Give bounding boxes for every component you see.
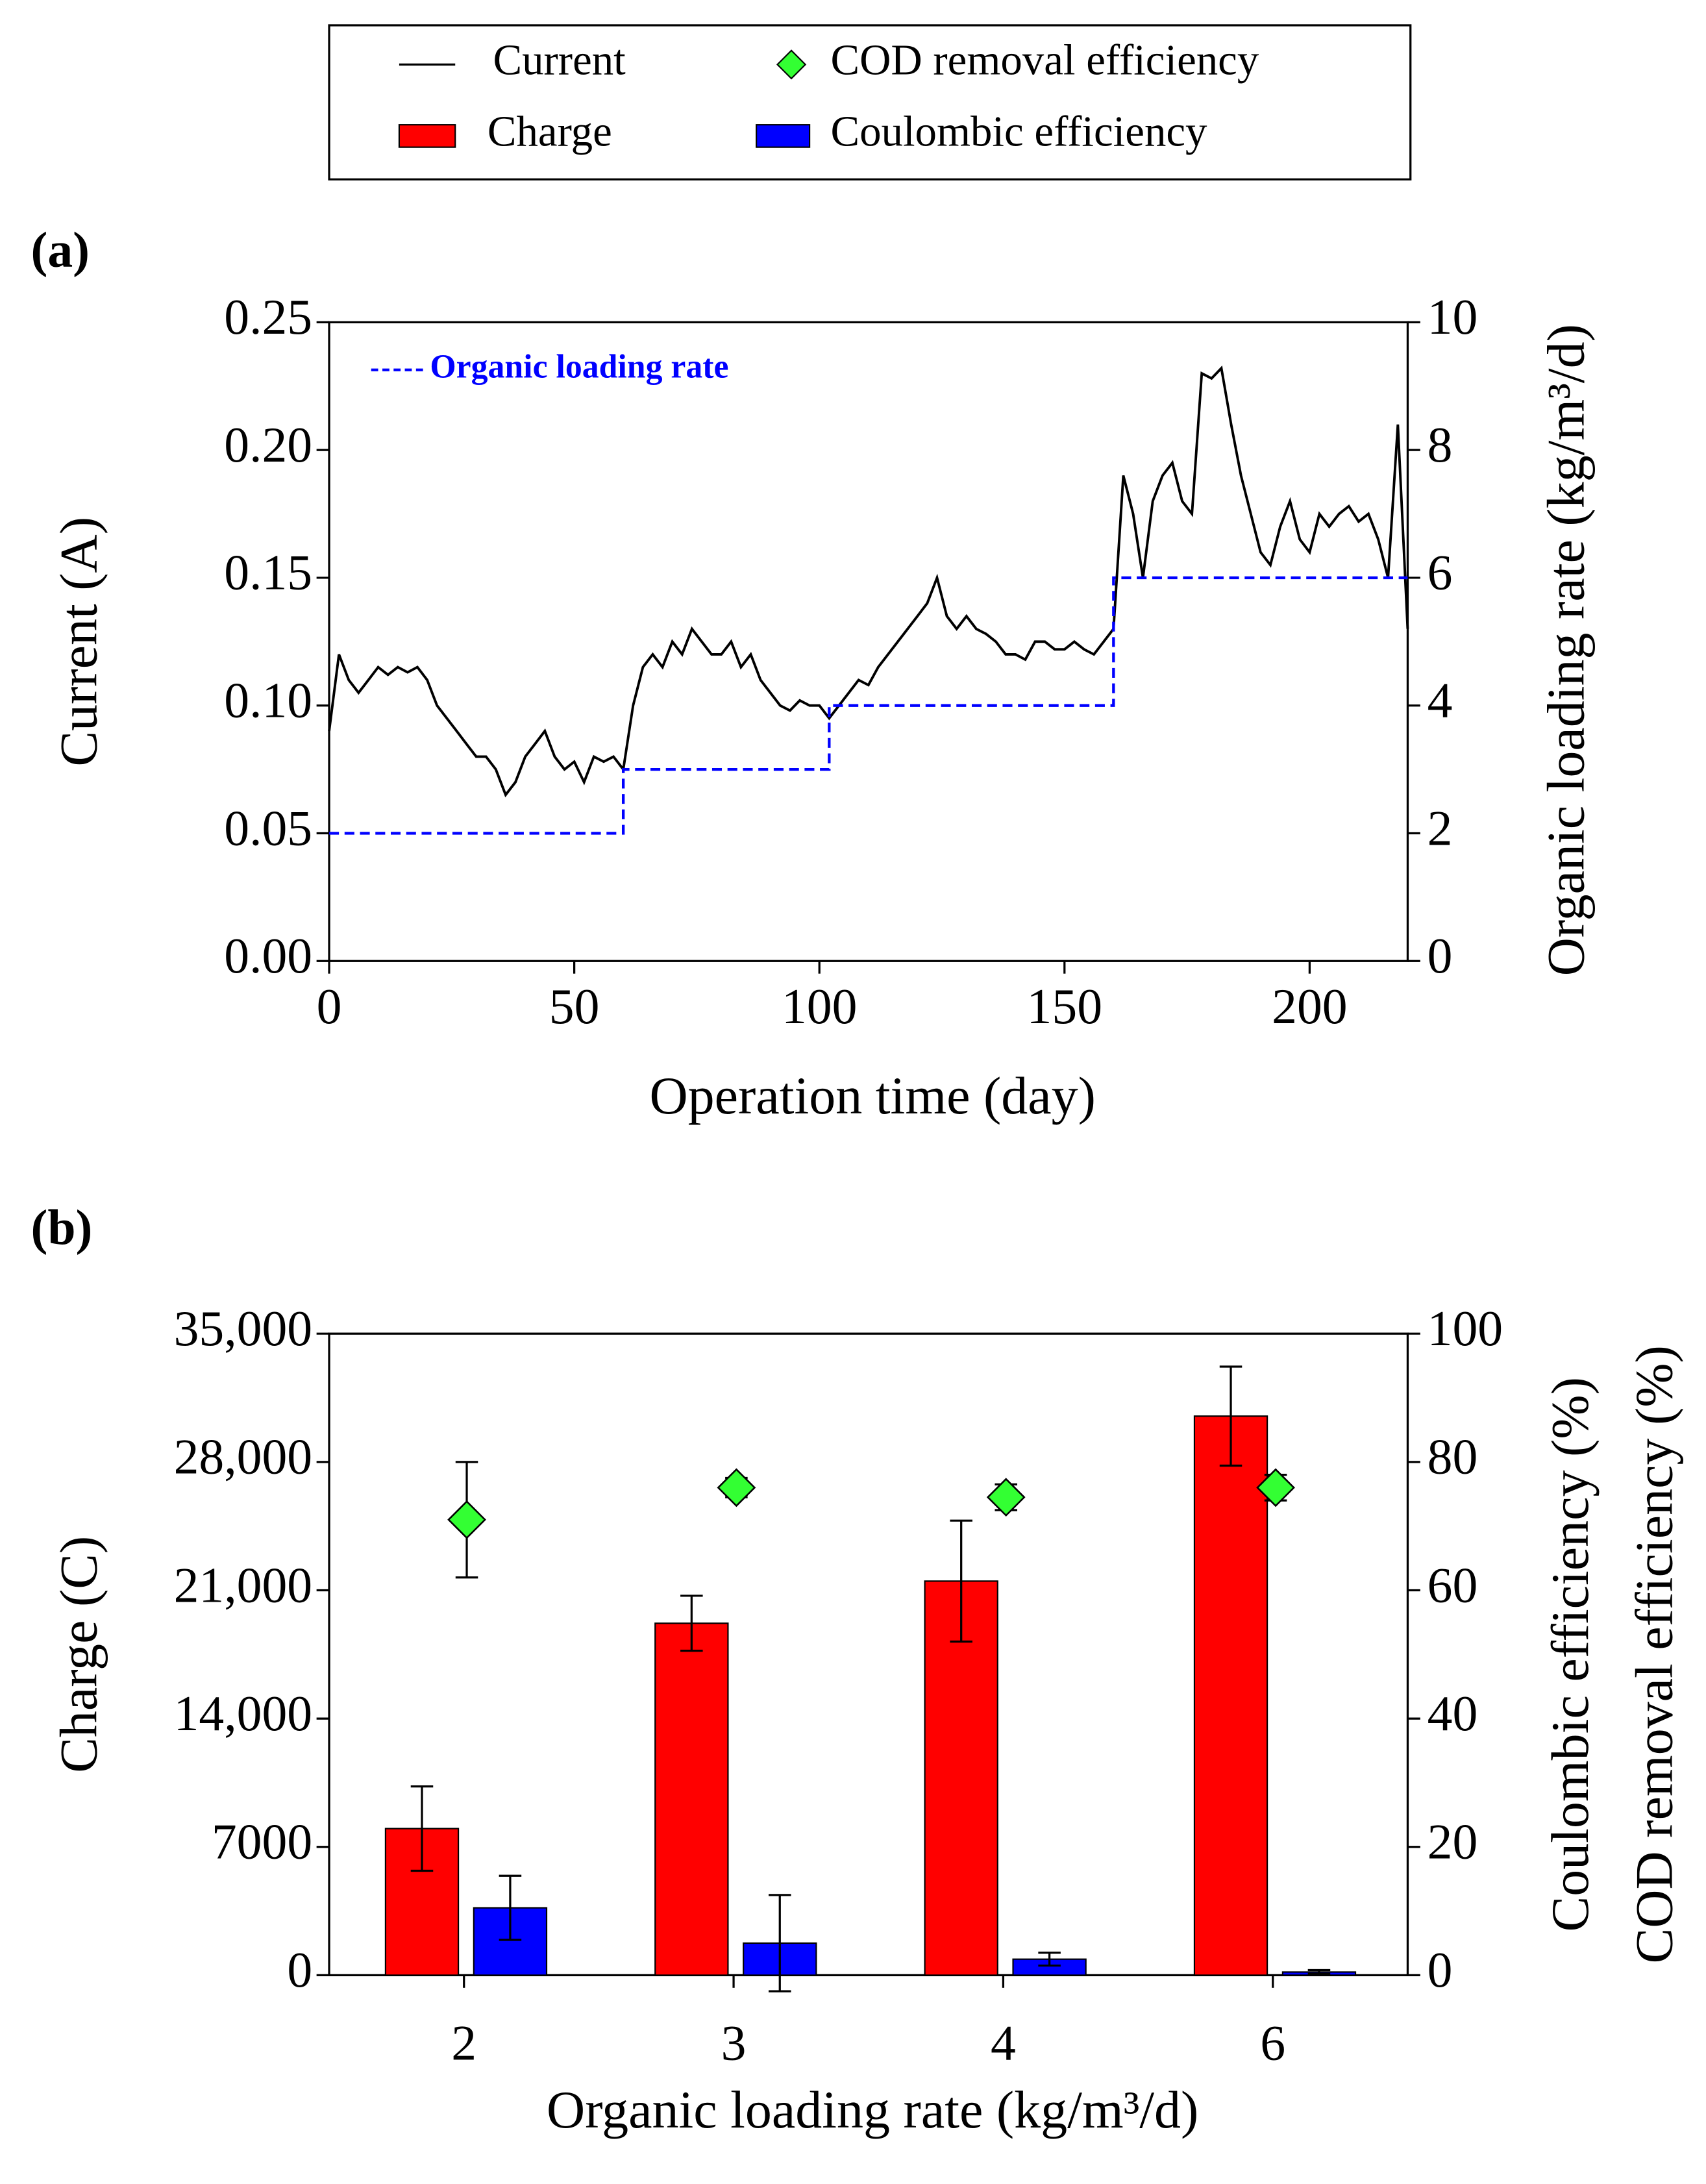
y2-axis-title: Organic loading rate (kg/m³/d) [1537,324,1596,976]
panel-label: (b) [31,1200,92,1256]
y-tick-label: 35,000 [174,1300,313,1356]
legend-icon [776,49,807,80]
error-bar [499,1874,522,1941]
y-tick-label: 0.20 [224,417,312,473]
x-axis-title: Organic loading rate (kg/m³/d) [547,2080,1198,2139]
y2-tick-label: 20 [1428,1814,1478,1870]
y-axis-title: Current (A) [49,517,108,767]
legend-label: Coulombic efficiency [830,108,1207,156]
y-tick-label: 7000 [212,1814,312,1870]
y-tick-label: 0 [287,1942,312,1998]
y2-tick-label: 40 [1428,1685,1478,1741]
x-tick-label: 100 [782,978,857,1034]
y2-tick-label: 60 [1428,1557,1478,1613]
plot-frame [328,1332,1409,1977]
y-tick-label: 0.25 [224,289,312,345]
y-tick-label: 14,000 [174,1685,313,1741]
diamond-marker [717,1468,756,1508]
error-bar [1219,1365,1242,1467]
legend-box [328,24,1412,180]
y2-tick-label: 6 [1428,545,1453,601]
y2-tick-label: 80 [1428,1429,1478,1485]
error-bar [950,1519,972,1643]
legend-label: Current [493,36,626,84]
y-tick-label: 0.05 [224,800,312,856]
y-tick-label: 21,000 [174,1557,313,1613]
current-line [328,366,1409,798]
panel-label: (a) [31,222,90,278]
bar [924,1580,998,1976]
y-tick-label: 0.15 [224,545,312,601]
x-tick-label: 200 [1272,978,1347,1034]
x-axis-title: Operation time (day) [649,1066,1095,1125]
y2-tick-label: 10 [1428,289,1478,345]
diamond-marker [986,1478,1026,1517]
x-tick-label: 6 [1260,2015,1285,2070]
inline-legend-label: Organic loading rate [430,349,728,386]
x-tick-label: 4 [991,2015,1016,2070]
y-tick-label: 0.00 [224,928,312,984]
x-tick-label: 0 [317,978,342,1034]
bar [654,1622,729,1976]
x-tick-label: 2 [451,2015,476,2070]
y-tick-label: 28,000 [174,1429,313,1485]
error-bar [1038,1952,1061,1967]
y-axis-title: Charge (C) [49,1536,108,1773]
y2-tick-label: 8 [1428,417,1453,473]
y2-tick-label: 4 [1428,673,1453,728]
diamond-marker [447,1500,486,1539]
x-tick-label: 150 [1027,978,1102,1034]
y2-tick-label: 100 [1428,1300,1503,1356]
bar [1193,1415,1268,1976]
legend-label: COD removal efficiency [830,36,1259,84]
olr-line [329,576,1408,835]
error-bar [1307,1968,1331,1976]
error-bar [680,1595,703,1652]
y2-axis-title: COD removal efficiency (%) [1625,1345,1684,1963]
error-bar [410,1785,434,1872]
x-tick-label: 3 [721,2015,747,2070]
y-tick-label: 0.10 [224,673,312,728]
plot-frame [328,321,1409,962]
y2-tick-label: 0 [1428,928,1453,984]
legend-icon [756,124,811,148]
y2-tick-label: 2 [1428,800,1453,856]
y2-axis-title: Coulombic efficiency (%) [1540,1377,1600,1931]
legend-label: Charge [488,108,612,156]
legend-icon [398,124,456,148]
x-tick-label: 50 [549,978,600,1034]
error-bar [769,1894,791,1992]
diamond-marker [1256,1468,1295,1508]
y2-tick-label: 0 [1428,1942,1453,1998]
